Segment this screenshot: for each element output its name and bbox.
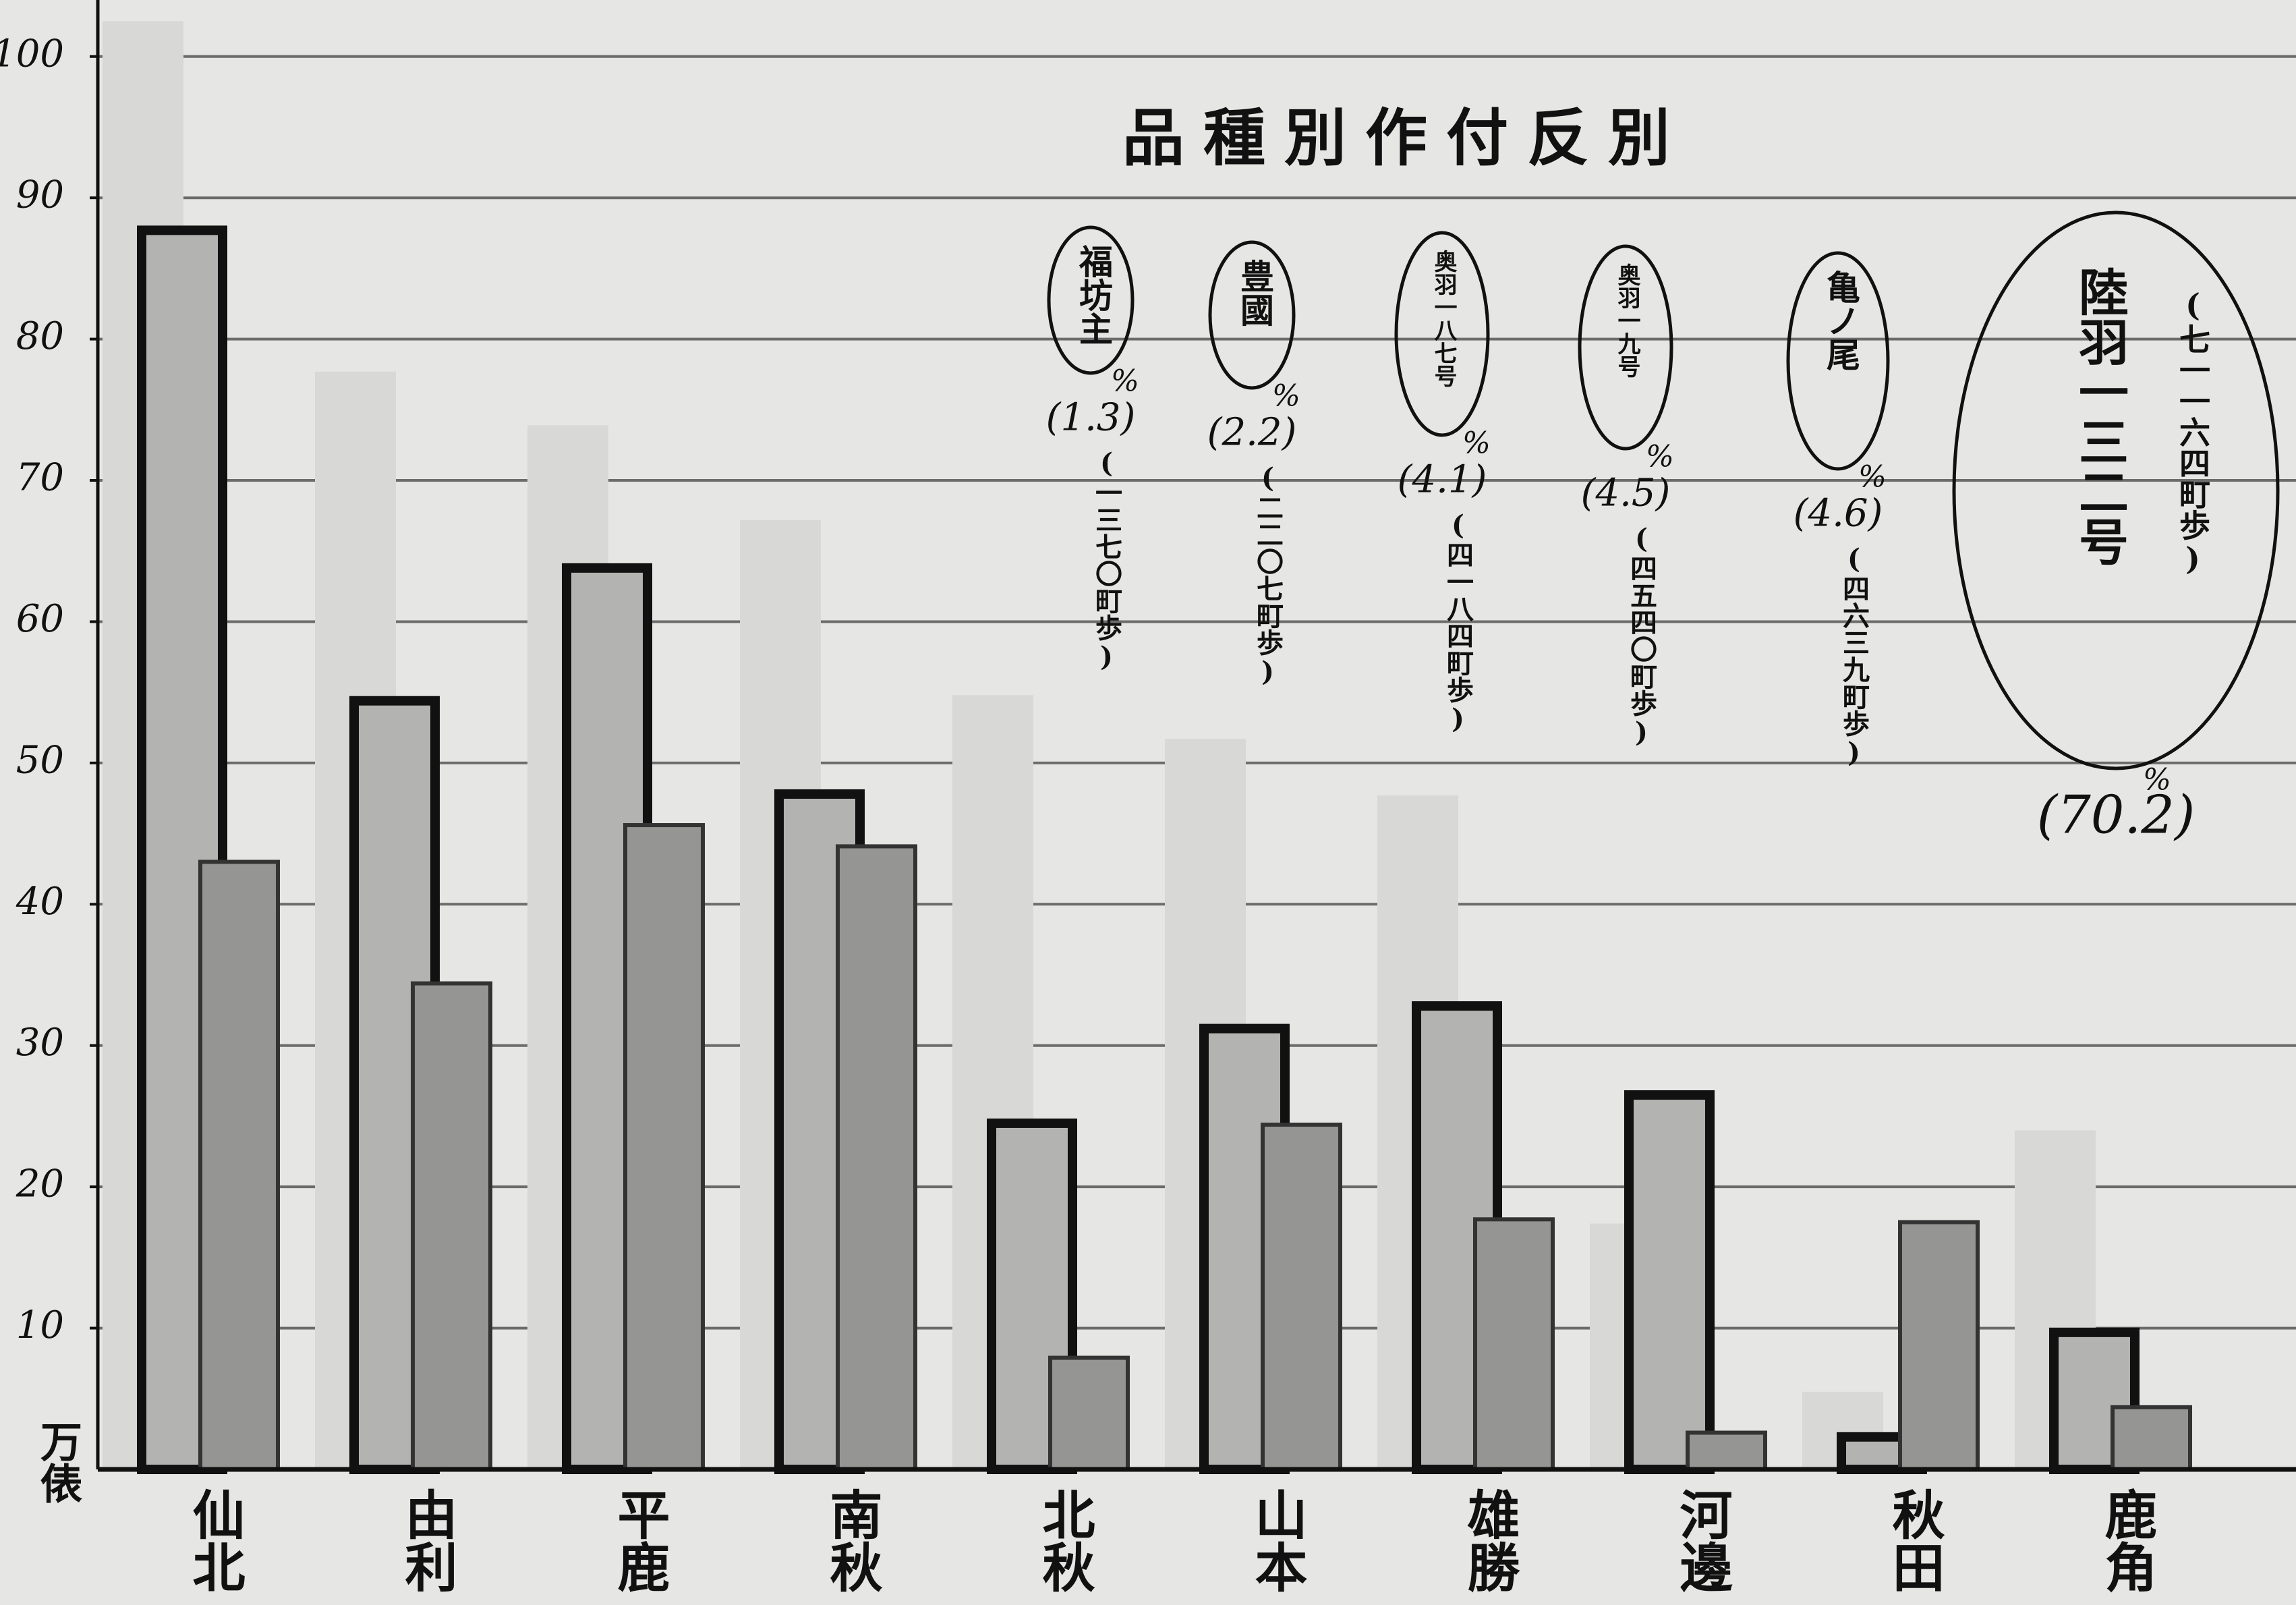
y-tick-label: 90	[16, 173, 64, 217]
grain	[1208, 240, 1296, 390]
bar	[1473, 1217, 1555, 1471]
area: (四五四〇町歩)	[1626, 523, 1657, 748]
bar	[2111, 1405, 2192, 1471]
bar	[1686, 1430, 1767, 1472]
x-tick-label: 平鹿	[609, 1488, 670, 1593]
bar	[623, 823, 705, 1471]
share: (1.3)	[1046, 396, 1136, 440]
chart-title: 品種別作付反別	[1122, 102, 1689, 175]
x-tick-label: 南秋	[822, 1488, 883, 1593]
bar	[1048, 1355, 1130, 1472]
y-tick-label: 20	[16, 1162, 64, 1206]
x-tick-label: 仙北	[184, 1488, 246, 1593]
share-unit: %	[1111, 364, 1139, 399]
area: (一三七〇町歩)	[1091, 447, 1122, 673]
grain	[1047, 225, 1135, 375]
grain-name: 奥羽一九号	[1613, 263, 1640, 378]
area: (四一八四町歩)	[1442, 509, 1474, 735]
grain-name: 豊國	[1235, 259, 1275, 327]
x-tick-label: 北秋	[1034, 1488, 1095, 1593]
share-unit: %	[1858, 460, 1887, 495]
bar	[1261, 1123, 1342, 1471]
y-tick-label: 10	[16, 1303, 64, 1347]
share: (2.2)	[1207, 411, 1297, 455]
y-tick-label: 50	[16, 738, 64, 782]
share: (4.6)	[1793, 492, 1883, 536]
grain	[1786, 251, 1890, 471]
y-tick-label: 40	[16, 880, 64, 924]
grain-name: 陸羽一三二号	[2071, 266, 2129, 566]
share: (70.2)	[2037, 785, 2195, 846]
share-unit: %	[2143, 763, 2171, 797]
grain	[1952, 210, 2280, 770]
grain-name: 亀ノ尾	[1821, 270, 1861, 371]
bar	[198, 860, 280, 1471]
area: (七一一六四町歩)	[2175, 287, 2211, 577]
grain	[1394, 231, 1490, 437]
grain-name: 奥羽一八七号	[1430, 250, 1457, 387]
x-tick-label: 河邊	[1671, 1488, 1733, 1593]
y-tick-label: 30	[16, 1021, 64, 1065]
share-unit: %	[1272, 379, 1300, 414]
area: (四六三九町歩)	[1838, 543, 1870, 768]
x-tick-label: 秋田	[1884, 1488, 1945, 1593]
share: (4.1)	[1398, 458, 1487, 502]
area: (二二〇七町歩)	[1252, 462, 1284, 687]
bar	[1898, 1220, 1980, 1472]
y-tick-label: 100	[0, 32, 64, 76]
grain	[1578, 244, 1673, 451]
share-unit: %	[1462, 426, 1491, 461]
y-tick-label: 60	[16, 597, 64, 641]
x-tick-label: 雄勝	[1459, 1488, 1520, 1593]
y-tick-label: 70	[16, 456, 64, 500]
x-tick-label: 由利	[397, 1488, 458, 1593]
grain-name: 福坊主	[1074, 244, 1114, 345]
bar	[1624, 1090, 1715, 1474]
bar	[836, 844, 917, 1471]
bar	[411, 981, 492, 1471]
y-unit: 万俵	[33, 1420, 82, 1504]
share: (4.5)	[1581, 472, 1671, 515]
x-tick-label: 山本	[1246, 1488, 1308, 1593]
x-tick-label: 鹿角	[2096, 1488, 2158, 1593]
share-unit: %	[1646, 440, 1674, 474]
y-tick-label: 80	[16, 314, 64, 358]
